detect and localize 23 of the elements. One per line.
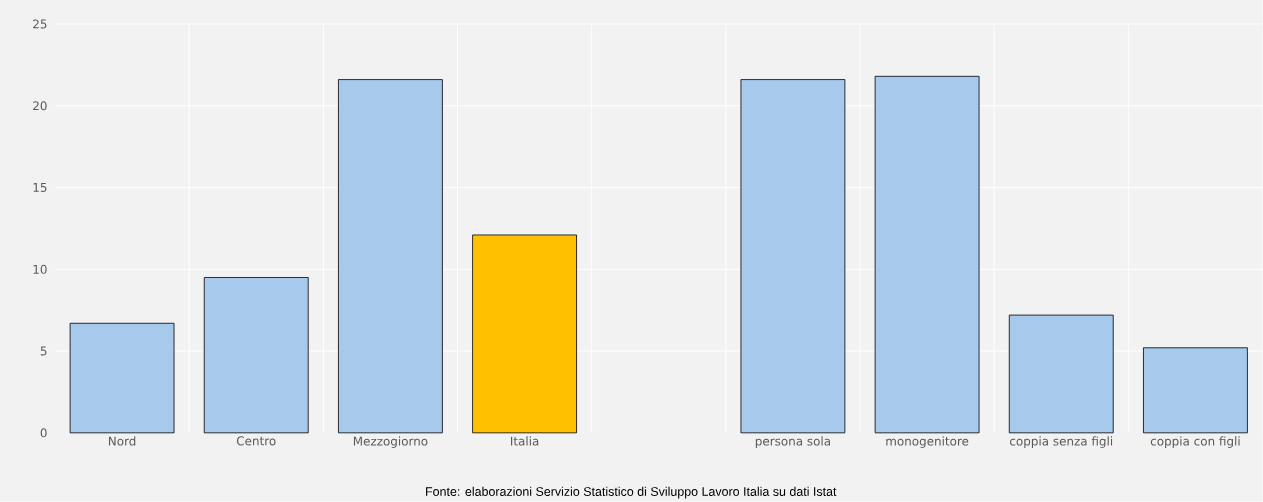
x-tick-label: Mezzogiorno [353, 436, 428, 449]
x-tick-label: coppia senza figli [1010, 436, 1113, 449]
x-tick-label: monogenitore [886, 436, 969, 449]
bar [874, 76, 980, 434]
y-tick-label: 20 [33, 101, 47, 111]
x-tick-label: Nord [108, 436, 136, 446]
bar [472, 234, 577, 434]
x-tick-label: persona sola [755, 436, 830, 449]
y-tick-label: 10 [33, 264, 47, 274]
bar [1008, 314, 1114, 434]
x-tick-label: coppia con figli [1150, 436, 1240, 449]
y-tick-label: 15 [33, 183, 47, 193]
y-tick-label: 25 [33, 19, 47, 29]
y-tick-label: 0 [40, 428, 47, 438]
bar [338, 79, 443, 434]
bar [69, 322, 175, 434]
source-note: Fonte: elaborazioni Servizio Statistico di Sviluppo Lavoro Italia su dati Istat [426, 486, 837, 499]
bar [740, 79, 846, 434]
bar [203, 277, 309, 434]
bar [1143, 347, 1248, 434]
x-tick-label: Italia [511, 436, 539, 446]
x-tick-label: Centro [236, 436, 276, 446]
y-tick-label: 5 [40, 346, 47, 356]
